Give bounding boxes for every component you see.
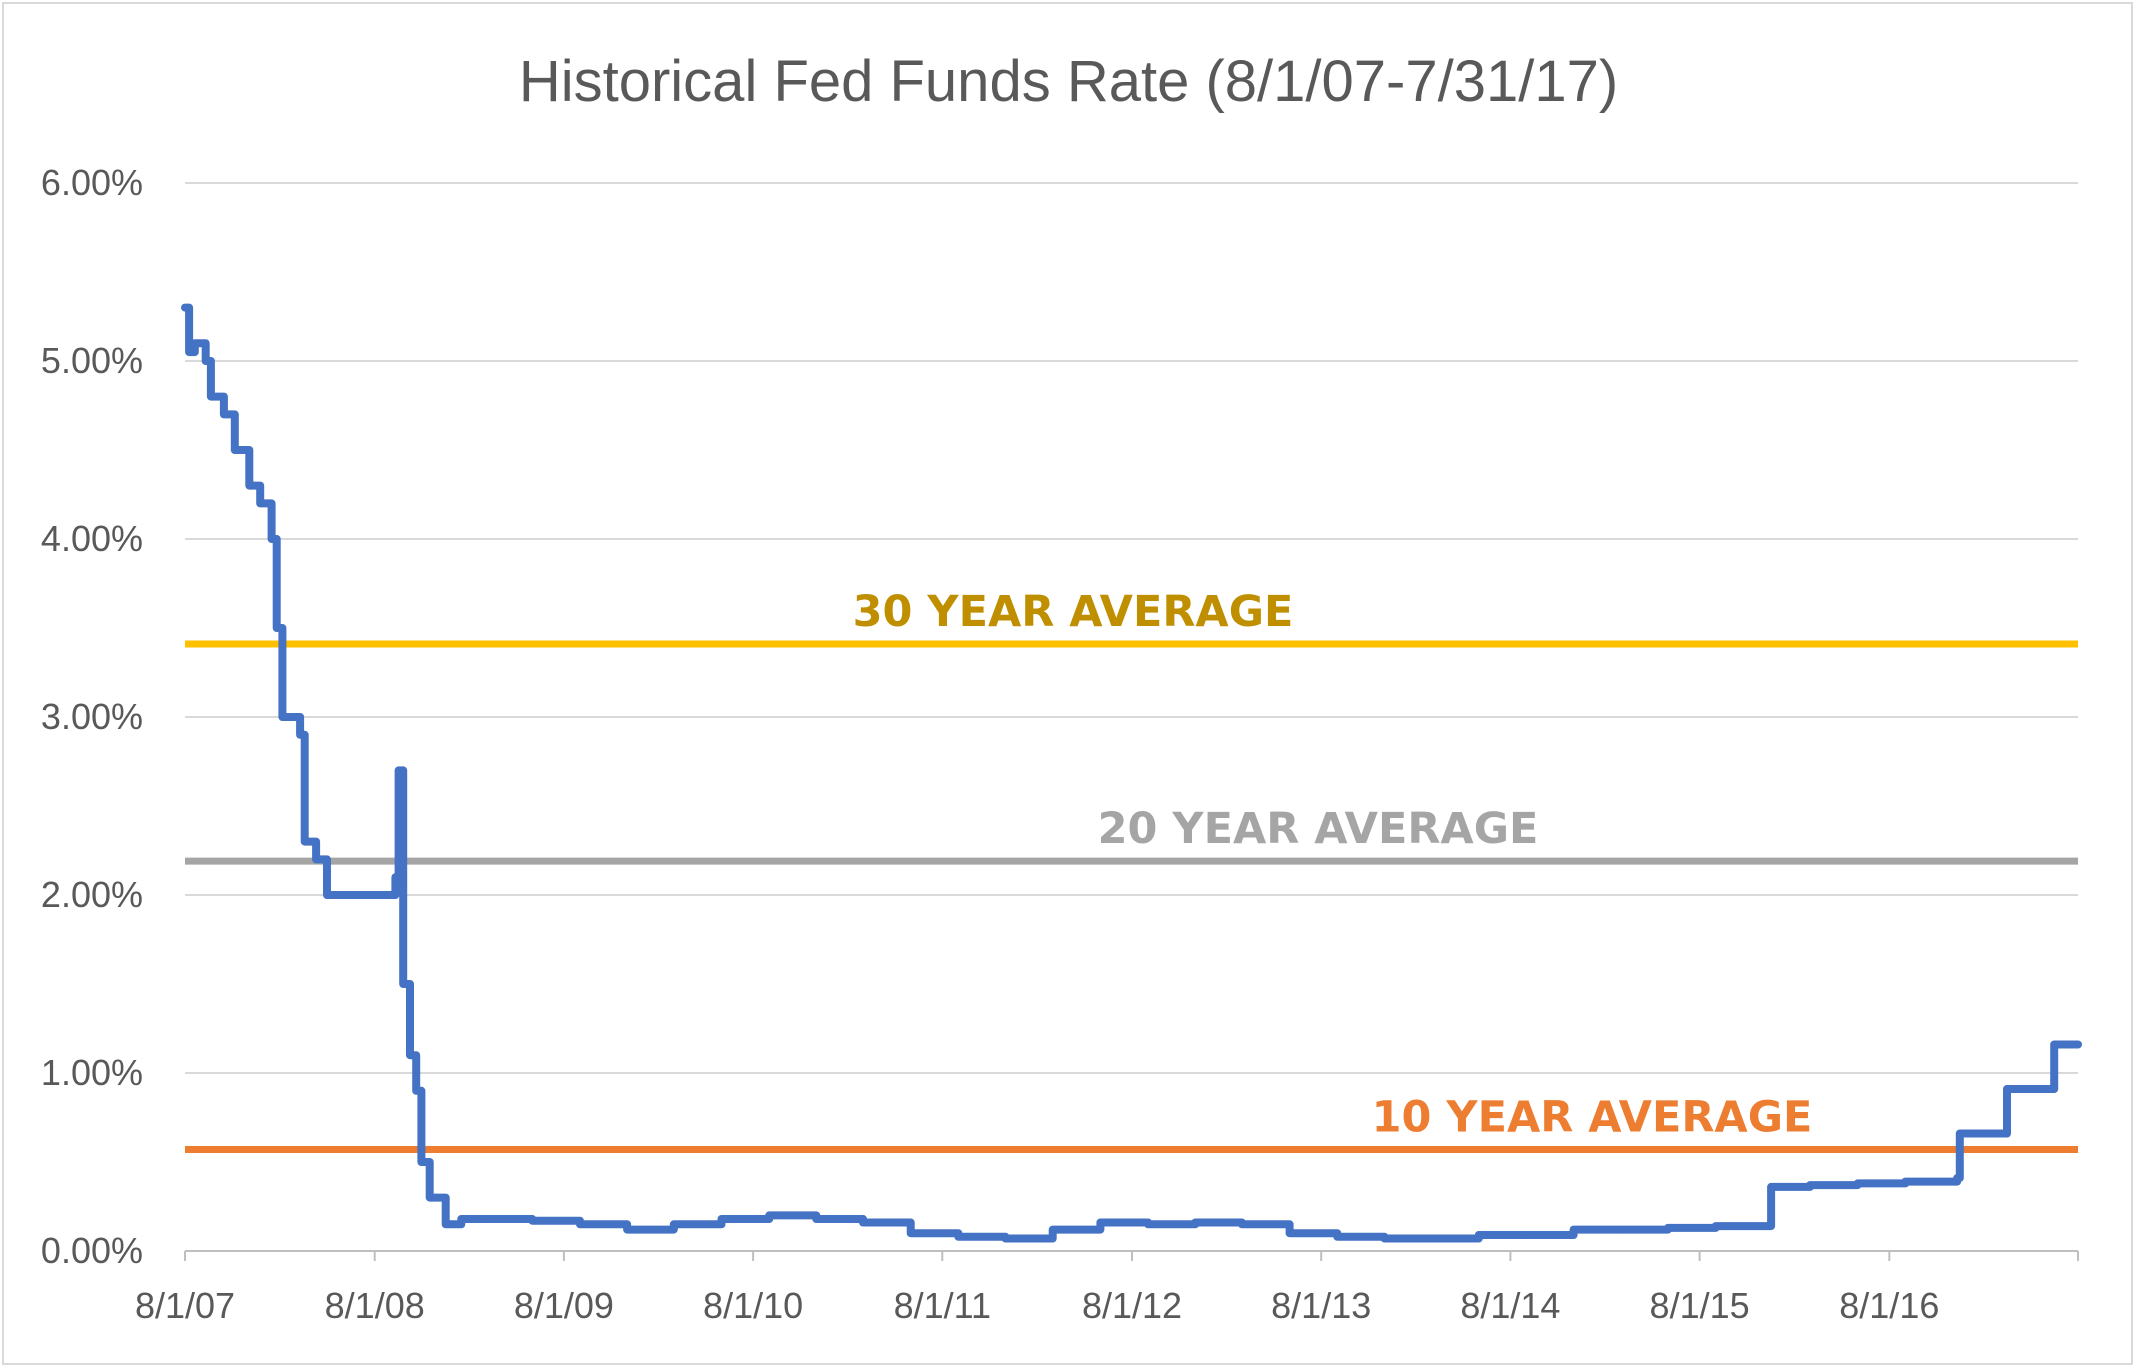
data-point [191,340,198,347]
data-point [813,1215,820,1222]
data-point [1854,1180,1861,1187]
y-tick-label: 2.00% [41,874,143,915]
data-point [1523,1231,1530,1238]
data-point [279,714,286,720]
data-point [1238,1221,1245,1228]
data-point [231,447,238,453]
data-point [313,856,320,863]
data-point [1145,1221,1152,1228]
data-point [2003,1086,2010,1093]
data-point [1768,1183,1775,1190]
data-point [2075,1041,2081,1048]
data-point [2000,1130,2007,1137]
reference-line-label: 30 YEAR AVERAGE [853,587,1294,637]
data-point [1428,1235,1435,1242]
data-point [413,1087,420,1094]
data-point [1617,1226,1624,1233]
data-point [1570,1226,1577,1233]
chart-title: Historical Fed Funds Rate (8/1/07-7/31/1… [518,49,1619,114]
data-point [1712,1223,1719,1230]
data-point [287,714,294,720]
data-point [1049,1226,1056,1233]
data-point [955,1233,962,1240]
y-tick-label: 0.00% [41,1230,143,1271]
data-point [670,1221,677,1228]
x-tick-label: 8/1/13 [1271,1285,1371,1326]
x-tick-label: 8/1/07 [135,1285,235,1326]
data-point [1807,1182,1814,1189]
data-point [395,767,402,774]
y-tick-label: 6.00% [41,162,143,203]
x-tick-label: 8/1/09 [514,1285,614,1326]
reference-line-label: 20 YEAR AVERAGE [1098,804,1539,854]
x-tick-label: 8/1/11 [894,1285,991,1326]
y-tick-label: 4.00% [41,518,143,559]
data-point [529,1217,536,1224]
y-tick-label: 5.00% [41,340,143,381]
data-point [392,874,399,881]
data-point [576,1221,583,1228]
reference-line-label: 10 YEAR AVERAGE [1372,1093,1813,1143]
data-point [273,625,280,631]
data-point [1902,1178,1909,1185]
data-point [182,304,188,311]
data-point [1764,1223,1771,1230]
y-tick-label: 1.00% [41,1052,143,1093]
data-point [859,1219,866,1226]
data-point [1664,1224,1671,1231]
data-point [257,500,264,507]
data-point [1954,1175,1961,1182]
x-tick-label: 8/1/16 [1839,1285,1939,1326]
data-point [1097,1219,1104,1226]
data-point [297,731,304,738]
data-point [246,482,253,489]
data-point [2048,1086,2055,1093]
y-tick-label: 3.00% [41,696,143,737]
data-point [268,536,275,542]
data-point [186,349,193,356]
data-point [1002,1235,1009,1242]
data-point [1475,1231,1482,1238]
data-point [481,1215,488,1222]
data-point [400,981,407,987]
data-point [766,1212,773,1219]
data-point [907,1230,914,1237]
x-tick-label: 8/1/14 [1460,1285,1560,1326]
data-point [426,1194,433,1201]
data-point [202,358,209,364]
data-point [442,1221,449,1228]
data-point [347,892,354,898]
data-point [301,838,308,845]
data-point [624,1226,631,1233]
data-point [2051,1041,2058,1048]
data-point [1192,1219,1199,1226]
data-point [220,411,227,418]
data-point [1286,1230,1293,1237]
data-point [458,1215,465,1222]
data-point [1956,1130,1963,1137]
x-tick-label: 8/1/12 [1082,1285,1182,1326]
data-point [418,1159,425,1165]
x-tick-label: 8/1/10 [703,1285,803,1326]
data-point [207,393,214,400]
x-tick-label: 8/1/08 [325,1285,425,1326]
x-tick-label: 8/1/15 [1650,1285,1750,1326]
data-point [324,892,331,898]
data-point [371,892,378,898]
data-point [718,1215,725,1222]
data-point [1381,1235,1388,1242]
data-point [406,1052,413,1059]
data-point [1334,1233,1341,1240]
